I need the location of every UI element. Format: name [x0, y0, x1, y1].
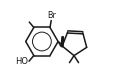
- Text: Br: Br: [47, 11, 56, 20]
- Text: HO: HO: [16, 57, 29, 66]
